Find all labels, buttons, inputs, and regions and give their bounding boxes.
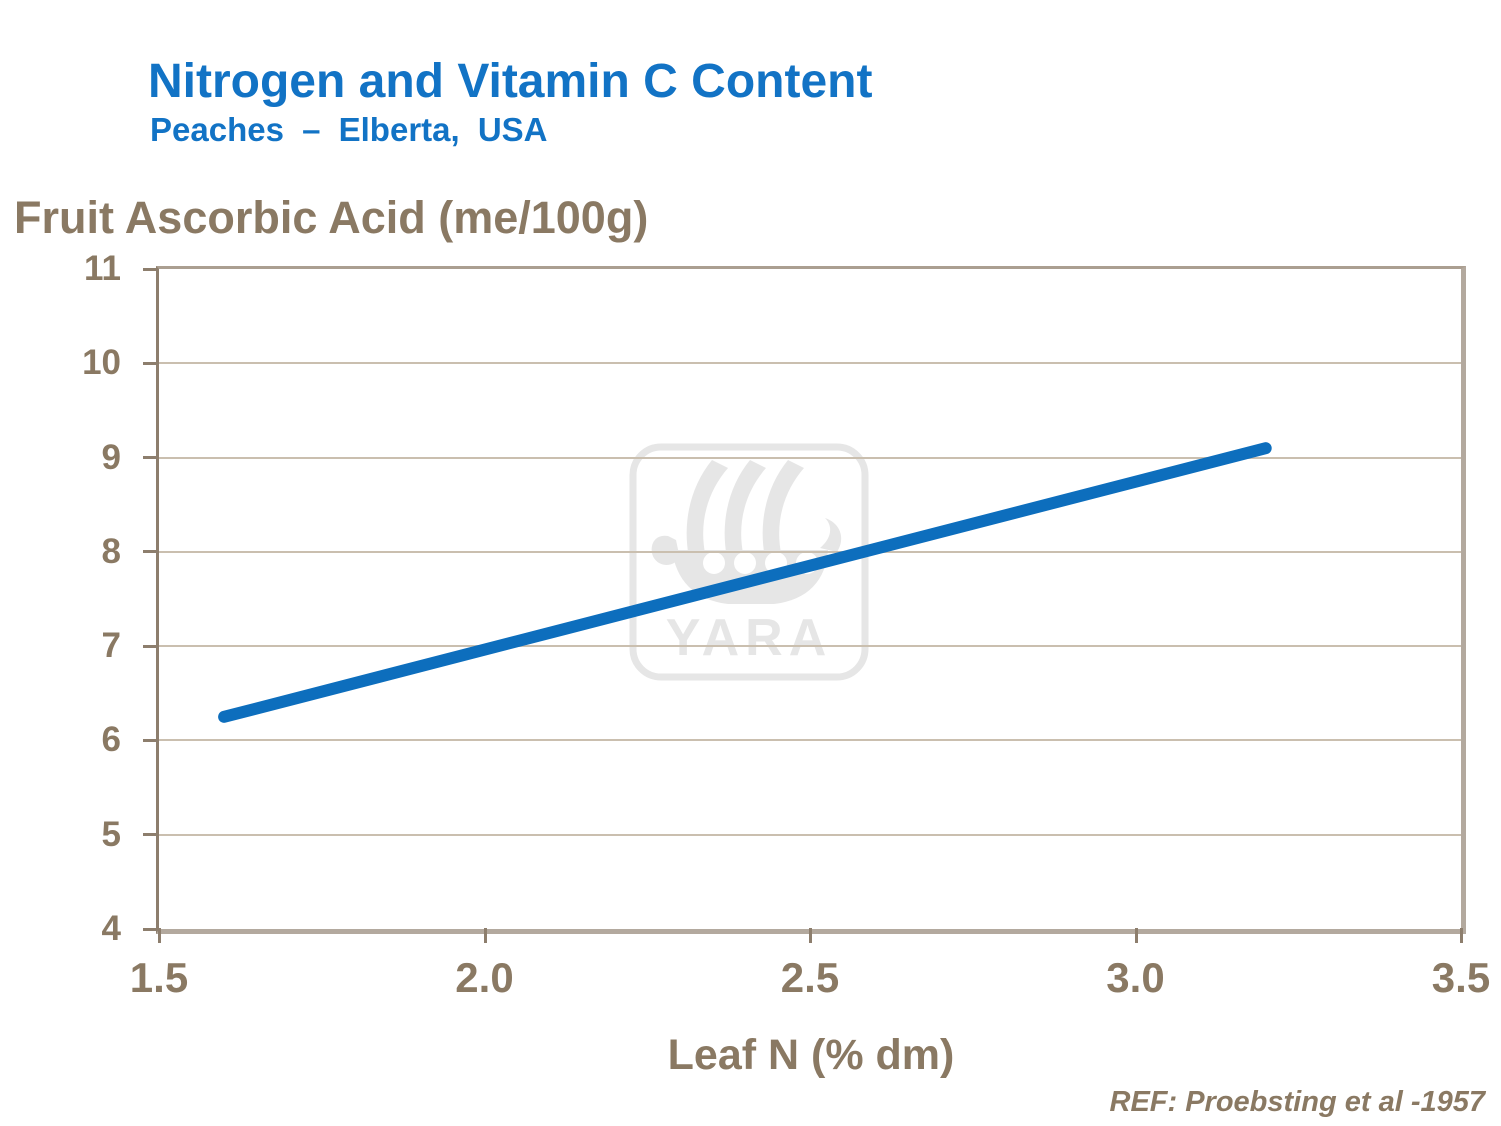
y-tick-8 bbox=[143, 550, 157, 554]
y-tick-label-11: 11 bbox=[84, 249, 121, 288]
chart-subtitle: Peaches – Elberta, USA bbox=[150, 111, 548, 148]
gridline-y-8 bbox=[159, 550, 1461, 553]
gridline-y-10 bbox=[159, 362, 1461, 365]
chart-title: Nitrogen and Vitamin C Content bbox=[148, 55, 873, 108]
x-tick-label-2.5: 2.5 bbox=[780, 954, 840, 1001]
gridline-y-6 bbox=[159, 739, 1461, 742]
y-tick-label-10: 10 bbox=[82, 343, 121, 383]
x-tick-3.0 bbox=[1134, 928, 1138, 943]
gridline-y-5 bbox=[159, 833, 1461, 836]
y-tick-9 bbox=[143, 456, 157, 460]
gridline-y-9 bbox=[159, 456, 1461, 459]
reference-text: REF: Proebsting et al -1957 bbox=[1109, 1086, 1486, 1118]
plot-area: YARA 4 5 6 7 8 9 10 11 1.5 2.0 2.5 3.0 3.5 bbox=[82, 249, 1490, 1001]
x-tick-label-3.5: 3.5 bbox=[1431, 954, 1491, 1001]
series-layer bbox=[218, 442, 1272, 723]
x-tick-1.5 bbox=[158, 928, 161, 943]
y-tick-5 bbox=[143, 833, 157, 837]
y-tick-label-6: 6 bbox=[101, 720, 121, 760]
x-tick-label-1.5: 1.5 bbox=[129, 954, 189, 1001]
x-tick-label-2.0: 2.0 bbox=[455, 954, 514, 1001]
y-axis-title: Fruit Ascorbic Acid (me/100g) bbox=[14, 192, 649, 243]
x-axis-title: Leaf N (% dm) bbox=[667, 1031, 955, 1079]
y-tick-label-7: 7 bbox=[101, 626, 121, 666]
x-tick-label-3.0: 3.0 bbox=[1106, 954, 1165, 1001]
y-tick-11 bbox=[143, 267, 157, 271]
y-tick-6 bbox=[143, 738, 157, 742]
x-tick-2.0 bbox=[483, 928, 487, 943]
y-tick-label-4: 4 bbox=[101, 909, 121, 948]
y-tick-label-5: 5 bbox=[101, 814, 121, 854]
y-tick-label-9: 9 bbox=[101, 437, 121, 477]
series-line bbox=[218, 442, 1272, 723]
y-tick-10 bbox=[143, 361, 157, 365]
watermark-text: YARA bbox=[666, 609, 833, 667]
y-tick-7 bbox=[143, 644, 157, 648]
x-tick-3.5 bbox=[1460, 928, 1463, 943]
y-tick-label-8: 8 bbox=[101, 531, 121, 571]
x-tick-2.5 bbox=[809, 928, 812, 943]
y-tick-4 bbox=[143, 927, 157, 931]
gridline-y-7 bbox=[159, 645, 1461, 648]
